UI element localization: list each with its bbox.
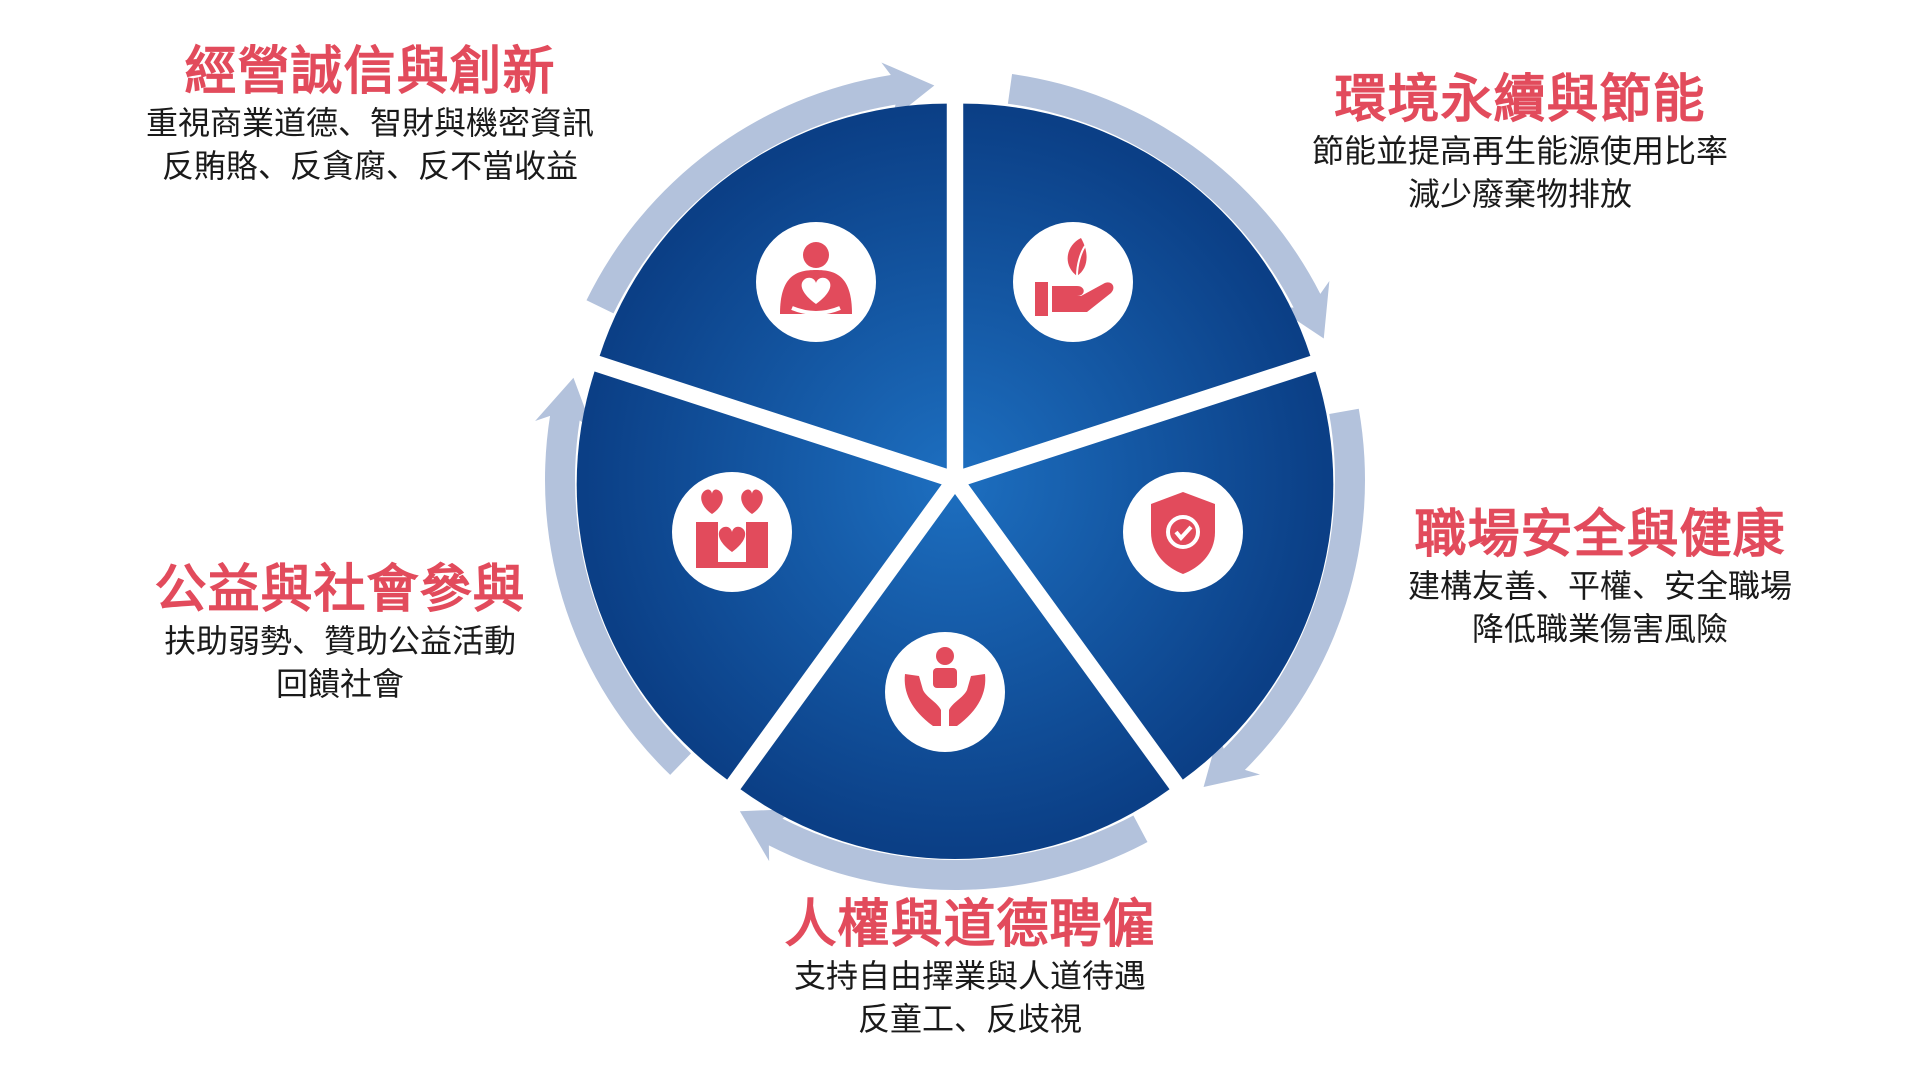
segment-title: 經營誠信與創新: [184, 42, 556, 102]
segment-title: 人權與道德聘僱: [784, 895, 1156, 955]
cycle-ring: [535, 62, 1365, 891]
segment-desc-line: 降低職業傷害風險: [1471, 610, 1728, 648]
segment-environment: 環境永續與節能 節能並提高再生能源使用比率 減少廢棄物排放: [1240, 70, 1800, 216]
segment-icons: [672, 222, 1243, 752]
segment-desc-line: 反童工、反歧視: [857, 1000, 1082, 1038]
segment-integrity: 經營誠信與創新 重視商業道德、智財與機密資訊 反賄賂、反貪腐、反不當收益: [110, 42, 630, 188]
segment-community: 公益與社會參與 扶助弱勢、贊助公益活動 回饋社會: [120, 560, 560, 706]
cycle-arrow: [1203, 408, 1365, 787]
cycle-arrow: [739, 808, 1148, 891]
community-hearts-icon: [672, 472, 792, 592]
segment-title: 公益與社會參與: [154, 560, 526, 620]
segment-desc-line: 回饋社會: [275, 665, 404, 703]
cycle-arrow: [1007, 73, 1330, 339]
segment-human-rights: 人權與道德聘僱 支持自由擇業與人道待遇 反童工、反歧視: [690, 895, 1250, 1041]
segment-desc-line: 重視商業道德、智財與機密資訊: [145, 104, 594, 142]
segment-desc-line: 建構友善、平權、安全職場: [1407, 567, 1792, 605]
segment-desc-line: 反賄賂、反貪腐、反不當收益: [161, 147, 578, 185]
pie-wedge: [963, 103, 1311, 469]
hands-person-icon: [885, 632, 1005, 752]
segment-desc-line: 節能並提高再生能源使用比率: [1311, 132, 1728, 170]
segment-desc-line: 扶助弱勢、贊助公益活動: [163, 622, 516, 660]
cycle-arrow: [586, 62, 935, 314]
segment-title: 職場安全與健康: [1414, 505, 1786, 565]
segment-title: 環境永續與節能: [1334, 70, 1706, 130]
segment-desc-line: 減少廢棄物排放: [1407, 175, 1632, 213]
hand-leaf-icon: [1013, 222, 1133, 342]
shield-check-icon: [1123, 472, 1243, 592]
cycle-arrow: [535, 377, 692, 775]
segment-desc-line: 支持自由擇業與人道待遇: [793, 957, 1146, 995]
segment-workplace-safety: 職場安全與健康 建構友善、平權、安全職場 降低職業傷害風險: [1380, 505, 1820, 651]
person-heart-icon: [756, 222, 876, 342]
